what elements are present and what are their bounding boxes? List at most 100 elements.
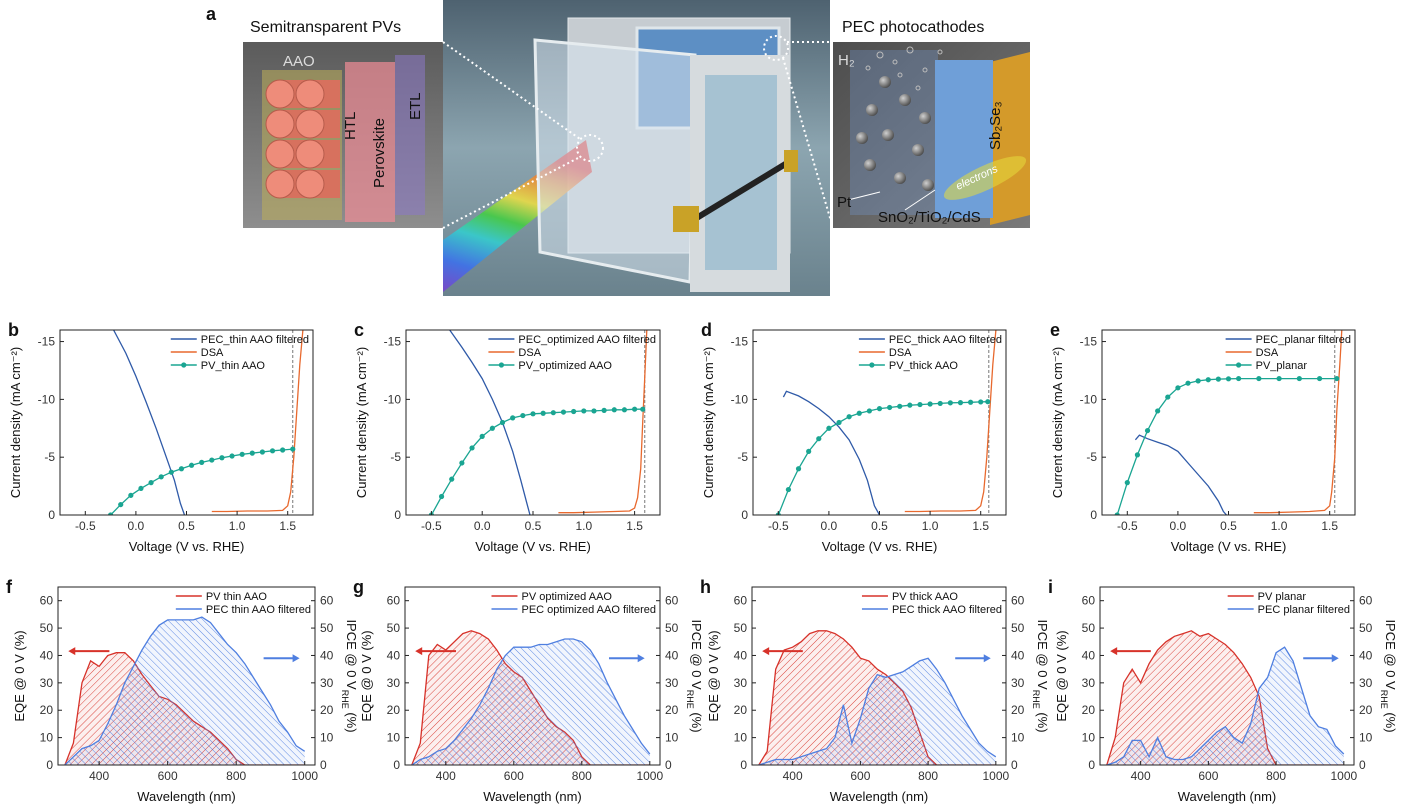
marker	[169, 470, 174, 475]
x-tick-label: 800	[226, 769, 246, 783]
marker	[138, 486, 143, 491]
y2-axis-label-part: (%)	[344, 709, 359, 733]
y2-tick-label: 0	[1359, 758, 1366, 772]
axes-frame	[1102, 330, 1355, 515]
legend-label: PEC optimized AAO filtered	[521, 604, 656, 616]
marker	[118, 502, 123, 507]
legend: PEC_optimized AAO filteredDSAPV_optimize…	[488, 334, 656, 372]
marker	[1135, 452, 1140, 457]
marker	[1125, 480, 1130, 485]
x-axis-label: Wavelength (nm)	[483, 789, 582, 804]
y-tick-label: 0	[48, 508, 55, 522]
axis-arrow-head	[1110, 647, 1117, 655]
axes-frame	[753, 330, 1006, 515]
y-tick-label: -5	[44, 450, 55, 464]
y2-tick-label: 20	[1359, 703, 1373, 717]
axes-frame	[60, 330, 313, 515]
panel-title: Semitransparent PVs	[250, 19, 401, 36]
marker	[159, 474, 164, 479]
y2-tick-label: 10	[665, 731, 679, 745]
y2-axis-label-part: IPCE @ 0 V	[344, 619, 359, 690]
panel-letter: b	[8, 320, 19, 340]
y-tick-label: 50	[387, 621, 401, 635]
y2-tick-label: 60	[320, 594, 334, 608]
x-tick-label: 800	[572, 769, 592, 783]
marker	[602, 408, 607, 413]
legend-label: PV planar	[1258, 591, 1307, 603]
x-tick-label: -0.5	[75, 519, 96, 533]
marker	[551, 410, 556, 415]
x-tick-label: 400	[1131, 769, 1151, 783]
marker	[1196, 378, 1201, 383]
y2-tick-label: 50	[320, 621, 334, 635]
x-tick-label: 1.0	[1271, 519, 1288, 533]
chart: e-0.50.00.51.01.50-5-10-15Voltage (V vs.…	[1050, 320, 1355, 554]
legend-label: DSA	[201, 347, 224, 359]
x-axis-label: Wavelength (nm)	[1178, 789, 1277, 804]
marker	[1145, 428, 1150, 433]
axis-arrow-head	[1332, 654, 1339, 662]
x-tick-label: 0.5	[525, 519, 542, 533]
marker	[219, 455, 224, 460]
y-tick-label: 0	[46, 758, 53, 772]
y2-tick-label: 30	[665, 676, 679, 690]
y-tick-label: 60	[40, 594, 54, 608]
x-axis-label: Wavelength (nm)	[137, 789, 236, 804]
label: ETL	[407, 92, 424, 120]
y2-axis-label: IPCE @ 0 VRHE (%)	[1031, 619, 1050, 732]
x-tick-label: 1.5	[972, 519, 989, 533]
legend-label: PEC thin AAO filtered	[206, 604, 311, 616]
label: H₂	[838, 52, 855, 69]
line	[114, 330, 185, 515]
y-axis-label: EQE @ 0 V (%)	[12, 630, 27, 721]
x-tick-label: 800	[918, 769, 938, 783]
x-tick-label: 0.0	[474, 519, 491, 533]
panel-letter: a	[206, 4, 217, 24]
y-tick-label: 10	[40, 731, 54, 745]
y-tick-label: 0	[393, 758, 400, 772]
y-tick-label: 0	[1088, 758, 1095, 772]
y-tick-label: 40	[1082, 648, 1096, 662]
legend-label: PEC_optimized AAO filtered	[518, 334, 656, 346]
x-tick-label: 0.0	[821, 519, 838, 533]
axis-arrow-head	[984, 654, 991, 662]
line	[778, 402, 988, 515]
legend-marker	[499, 362, 504, 367]
y-tick-label: 50	[1082, 621, 1096, 635]
y-tick-label: -15	[384, 335, 402, 349]
plot-area	[1115, 330, 1342, 518]
axis-arrow-head	[762, 647, 769, 655]
marker	[280, 447, 285, 452]
panel-letter: i	[1048, 577, 1053, 597]
marker	[250, 451, 255, 456]
y-tick-label: -15	[38, 335, 56, 349]
marker	[917, 402, 922, 407]
legend-label: PEC thick AAO filtered	[892, 604, 1002, 616]
plot-area	[65, 617, 305, 765]
y2-axis-label-part: (%)	[689, 709, 704, 733]
y2-axis-label-part: RHE	[1379, 690, 1389, 709]
marker	[148, 480, 153, 485]
x-tick-label: 1000	[636, 769, 663, 783]
x-tick-label: 1.5	[279, 519, 296, 533]
chart: d-0.50.00.51.01.50-5-10-15Voltage (V vs.…	[701, 320, 1006, 554]
marker	[632, 407, 637, 412]
marker	[1277, 376, 1282, 381]
y2-axis-label-part: (%)	[1035, 709, 1050, 733]
marker	[968, 400, 973, 405]
y-tick-label: -10	[731, 392, 749, 406]
marker	[490, 426, 495, 431]
y-axis-label: Current density (mA cm⁻²)	[701, 347, 716, 498]
y-axis-label: EQE @ 0 V (%)	[1054, 630, 1069, 721]
y2-tick-label: 30	[1359, 676, 1373, 690]
y-tick-label: 20	[387, 703, 401, 717]
x-tick-label: 1.0	[575, 519, 592, 533]
x-axis-label: Voltage (V vs. RHE)	[822, 539, 938, 554]
marker	[469, 445, 474, 450]
marker	[640, 407, 645, 412]
chart: f400600800100001020304050600102030405060…	[6, 577, 359, 804]
y2-axis-label-part: RHE	[685, 690, 695, 709]
panel-letter: c	[354, 320, 364, 340]
y2-axis-label-part: (%)	[1383, 709, 1398, 733]
